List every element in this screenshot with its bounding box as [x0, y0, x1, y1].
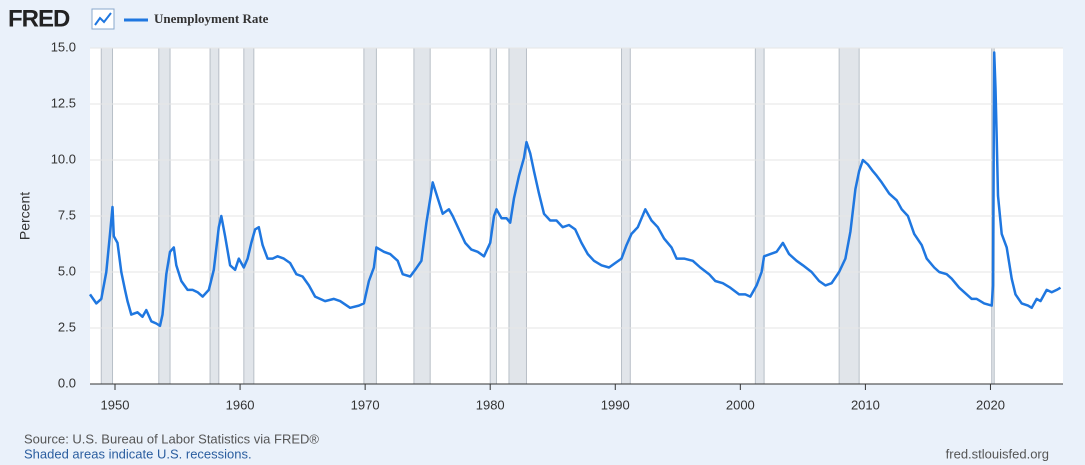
x-tick-label: 1980 [476, 397, 505, 412]
source: Source: U.S. Bureau of Labor Statistics … [24, 431, 319, 446]
y-tick-label: 12.5 [51, 95, 76, 110]
y-tick-label: 2.5 [58, 319, 76, 334]
y-tick-label: 5.0 [58, 263, 76, 278]
x-tick-label: 1950 [101, 397, 130, 412]
y-tick-label: 15.0 [51, 39, 76, 54]
x-tick-label: 2000 [726, 397, 755, 412]
legend-label: Unemployment Rate [154, 11, 269, 26]
x-tick-label: 1970 [351, 397, 380, 412]
brand-logo: FRED [8, 5, 70, 32]
x-tick-label: 2010 [851, 397, 880, 412]
y-tick-label: 7.5 [58, 207, 76, 222]
series-line [88, 51, 1062, 328]
brand-icon [91, 8, 115, 30]
x-tick-label: 1990 [601, 397, 630, 412]
recession-note: Shaded areas indicate U.S. recessions. [24, 446, 252, 461]
y-axis-label: Percent [17, 192, 33, 240]
y-tick-label: 0.0 [58, 375, 76, 390]
site-url: fred.stlouisfed.org [946, 446, 1049, 461]
x-tick-label: 1960 [226, 397, 255, 412]
x-tick-label: 2020 [976, 397, 1005, 412]
y-tick-label: 10.0 [51, 151, 76, 166]
